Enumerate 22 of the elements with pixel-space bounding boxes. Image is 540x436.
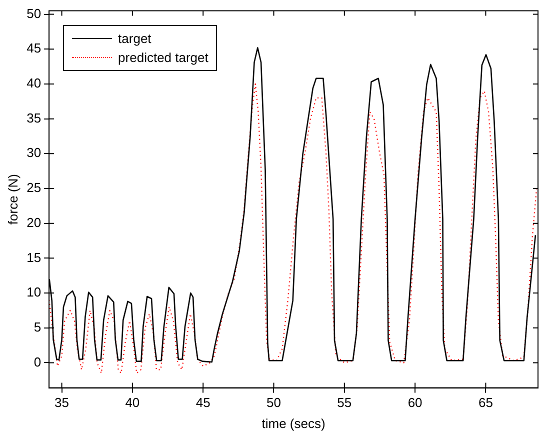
y-tick-label: 0 bbox=[34, 354, 42, 370]
x-tick-label: 65 bbox=[478, 395, 493, 410]
y-tick-label: 25 bbox=[26, 180, 42, 196]
y-axis-title: force (N) bbox=[5, 174, 20, 225]
x-tick-label: 60 bbox=[408, 395, 422, 410]
y-tick-label: 10 bbox=[26, 284, 42, 300]
x-tick-label: 55 bbox=[337, 395, 352, 410]
x-axis-title: time (secs) bbox=[262, 416, 326, 431]
x-tick-label: 40 bbox=[125, 395, 140, 410]
y-tick-label: 40 bbox=[26, 76, 42, 91]
y-tick-label: 20 bbox=[26, 214, 42, 230]
y-tick-label: 30 bbox=[26, 145, 42, 160]
legend-label: predicted target bbox=[118, 50, 208, 65]
y-tick-label: 45 bbox=[26, 40, 42, 56]
y-tick-label: 35 bbox=[26, 110, 42, 126]
y-tick-label: 15 bbox=[26, 250, 42, 265]
x-tick-label: 50 bbox=[266, 395, 281, 410]
y-tick-label: 5 bbox=[34, 319, 42, 334]
y-tick-label: 50 bbox=[26, 6, 42, 21]
x-tick-label: 45 bbox=[196, 395, 210, 410]
legend-label: target bbox=[118, 30, 152, 46]
x-tick-label: 35 bbox=[54, 395, 70, 410]
